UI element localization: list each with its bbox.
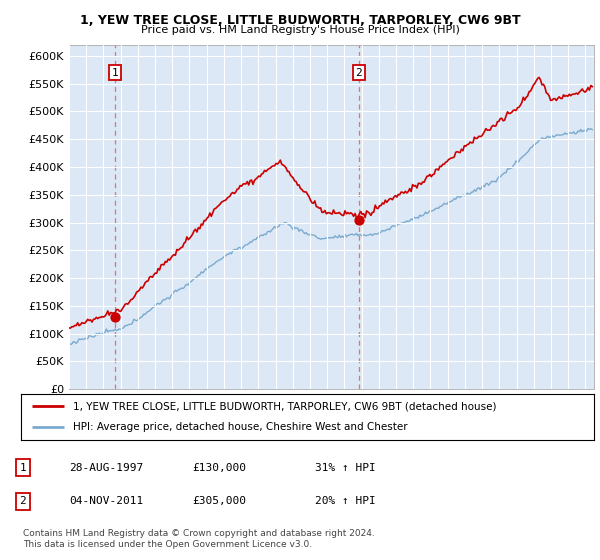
Text: £305,000: £305,000 bbox=[192, 496, 246, 506]
Text: £130,000: £130,000 bbox=[192, 463, 246, 473]
Point bbox=[110, 312, 119, 321]
Text: 1, YEW TREE CLOSE, LITTLE BUDWORTH, TARPORLEY, CW6 9BT (detached house): 1, YEW TREE CLOSE, LITTLE BUDWORTH, TARP… bbox=[73, 401, 496, 411]
Text: 31% ↑ HPI: 31% ↑ HPI bbox=[315, 463, 376, 473]
Text: 04-NOV-2011: 04-NOV-2011 bbox=[69, 496, 143, 506]
Text: 20% ↑ HPI: 20% ↑ HPI bbox=[315, 496, 376, 506]
Text: 1, YEW TREE CLOSE, LITTLE BUDWORTH, TARPORLEY, CW6 9BT: 1, YEW TREE CLOSE, LITTLE BUDWORTH, TARP… bbox=[80, 14, 520, 27]
Text: 1: 1 bbox=[19, 463, 26, 473]
Text: 2: 2 bbox=[355, 68, 362, 78]
Text: HPI: Average price, detached house, Cheshire West and Chester: HPI: Average price, detached house, Ches… bbox=[73, 422, 407, 432]
Point bbox=[354, 215, 364, 224]
Text: Price paid vs. HM Land Registry's House Price Index (HPI): Price paid vs. HM Land Registry's House … bbox=[140, 25, 460, 35]
Text: Contains HM Land Registry data © Crown copyright and database right 2024.
This d: Contains HM Land Registry data © Crown c… bbox=[23, 529, 374, 549]
Text: 28-AUG-1997: 28-AUG-1997 bbox=[69, 463, 143, 473]
Text: 1: 1 bbox=[112, 68, 118, 78]
Text: 2: 2 bbox=[19, 496, 26, 506]
